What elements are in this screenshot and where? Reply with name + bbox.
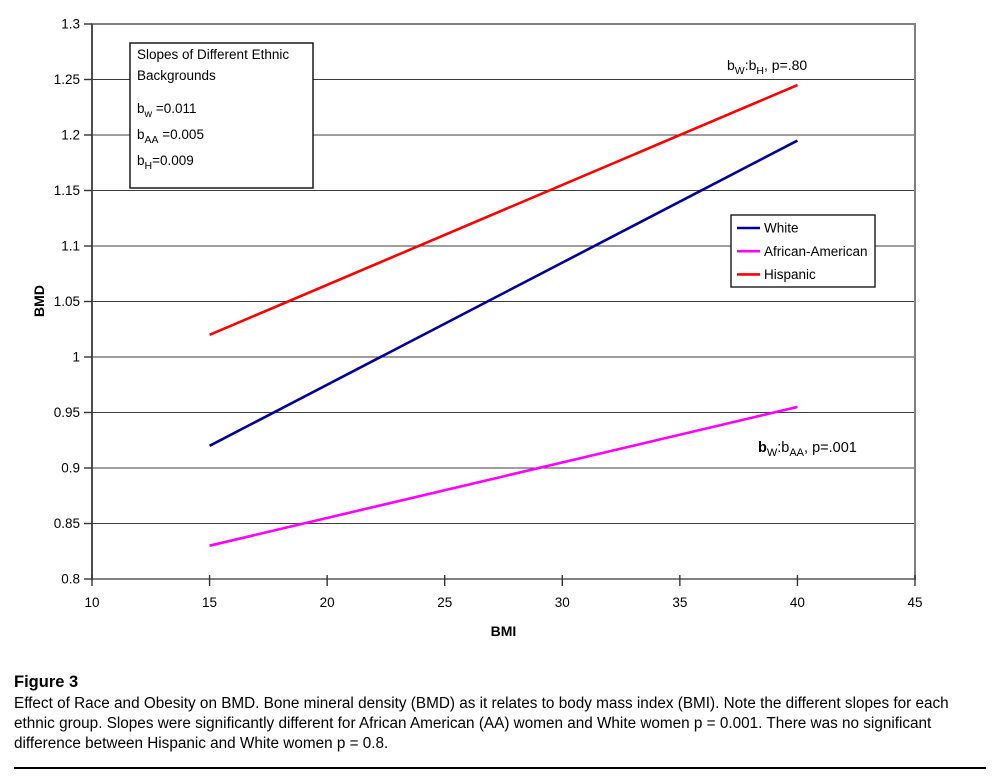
text-segment: , p=.80 [764, 57, 807, 73]
series-line-white [208, 139, 799, 447]
text-segment: =0.005 [159, 127, 204, 142]
figure-caption: Figure 3 Effect of Race and Obesity on B… [14, 673, 986, 754]
x-tick-label: 30 [555, 595, 570, 610]
hispanic-vs-white-pvalue: bW:bH, p=.80 [727, 57, 807, 77]
slopes-box-title-line: Slopes of Different Ethnic [137, 47, 289, 62]
y-tick-label: 1.3 [61, 17, 80, 32]
y-tick-label: 0.9 [61, 461, 80, 476]
text-segment: AA [789, 447, 804, 459]
text-segment: , p=.001 [804, 440, 857, 456]
x-tick-label: 45 [907, 595, 922, 610]
y-tick-label: 1 [72, 350, 80, 365]
x-tick-label: 20 [320, 595, 335, 610]
text-segment: W [735, 65, 745, 77]
bottom-rule-divider [14, 767, 986, 769]
text-segment: :b [745, 57, 757, 73]
y-tick-label: 0.85 [54, 516, 80, 531]
slopes-box-title-line: Backgrounds [137, 68, 216, 83]
text-segment: b [727, 57, 735, 73]
text-segment: b [137, 153, 145, 168]
x-tick-label: 35 [672, 595, 687, 610]
text-segment: =0.009 [152, 153, 194, 168]
x-tick-label: 15 [202, 595, 217, 610]
slopes-info-box [129, 42, 314, 189]
legend-label-hispanic: Hispanic [764, 267, 816, 282]
text-segment: b [137, 101, 145, 116]
y-tick-label: 0.95 [54, 405, 80, 420]
y-tick-label: 1.2 [61, 128, 80, 143]
legend-label-white: White [764, 221, 799, 236]
y-axis-title: BMD [31, 285, 47, 317]
y-tick-label: 1.15 [54, 183, 80, 198]
slope-value-2: bH=0.009 [137, 153, 194, 172]
text-segment: :b [777, 440, 789, 456]
x-axis-title: BMI [491, 623, 517, 639]
text-segment: W [767, 447, 778, 459]
text-segment: b [758, 440, 767, 456]
x-tick-label: 40 [790, 595, 805, 610]
y-tick-label: 1.1 [61, 239, 80, 254]
y-tick-label: 1.25 [54, 72, 80, 87]
figure-caption-text: Effect of Race and Obesity on BMD. Bone … [14, 695, 949, 752]
text-segment: w [144, 108, 153, 120]
x-tick-label: 25 [437, 595, 452, 610]
bmd-vs-bmi-line-chart: 0.8 0.85 0.9 0.95 1 1.05 1.1 1.15 1.2 1.25 1.3 10 15… [31, 16, 923, 639]
text-segment: b [137, 127, 145, 142]
y-tick-label: 1.05 [54, 294, 80, 309]
series-line-hispanic [209, 83, 798, 336]
y-tick-label: 0.8 [61, 572, 80, 587]
legend-label-african-american: African-American [764, 244, 868, 259]
text-segment: H [145, 160, 153, 172]
slope-value-1: bAA =0.005 [137, 127, 204, 146]
x-tick-label: 10 [84, 595, 99, 610]
slope-value-0: bw =0.011 [137, 101, 197, 120]
series-line-african-american [209, 405, 798, 547]
text-segment: H [756, 65, 764, 77]
text-segment: =0.011 [152, 101, 196, 116]
figure-label: Figure 3 [14, 673, 79, 691]
white-vs-aa-pvalue: bW:bAA, p=.001 [758, 440, 857, 459]
text-segment: AA [145, 134, 159, 146]
